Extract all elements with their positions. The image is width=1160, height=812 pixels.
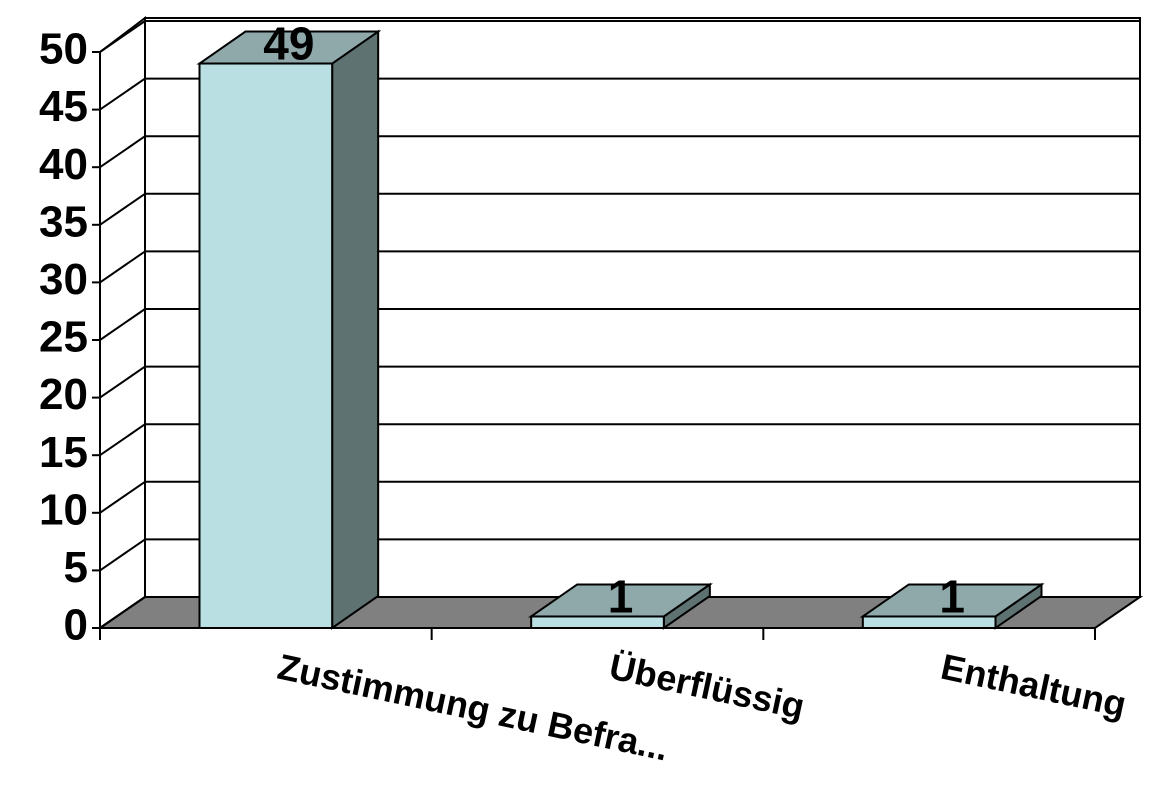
y-tick-label: 25: [39, 313, 88, 362]
side-grid-line: [99, 77, 146, 111]
x-tick-label: Überflüssig: [606, 646, 808, 727]
bar: [198, 62, 334, 629]
side-grid-line: [99, 423, 146, 457]
y-tick-label: 20: [39, 370, 88, 419]
side-grid-line: [99, 596, 146, 629]
y-tick-label: 0: [64, 601, 88, 650]
y-tick-label: 30: [39, 255, 88, 304]
side-grid-line: [99, 365, 146, 399]
value-label: 49: [263, 18, 314, 70]
side-grid-line: [99, 308, 146, 341]
y-tick-label: 50: [39, 25, 88, 74]
x-tick-label: Enthaltung: [938, 646, 1130, 725]
side-grid-line: [99, 192, 146, 226]
value-label: 1: [608, 571, 634, 623]
y-tick-label: 15: [39, 428, 88, 477]
y-tick-label: 10: [39, 485, 88, 534]
bar: [530, 615, 665, 629]
value-label: 1: [939, 571, 965, 623]
bar-side: [331, 29, 380, 630]
side-wall: [99, 15, 146, 630]
bar: [861, 615, 997, 629]
y-tick-label: 5: [64, 543, 88, 592]
side-grid-line: [99, 135, 146, 169]
side-grid-line: [99, 480, 146, 514]
y-tick-label: 45: [39, 82, 88, 131]
y-tick-label: 35: [39, 197, 88, 246]
y-tick-label: 40: [39, 140, 88, 189]
side-grid-line: [99, 250, 146, 284]
side-grid-line: [99, 20, 146, 53]
side-grid-line: [99, 538, 146, 572]
